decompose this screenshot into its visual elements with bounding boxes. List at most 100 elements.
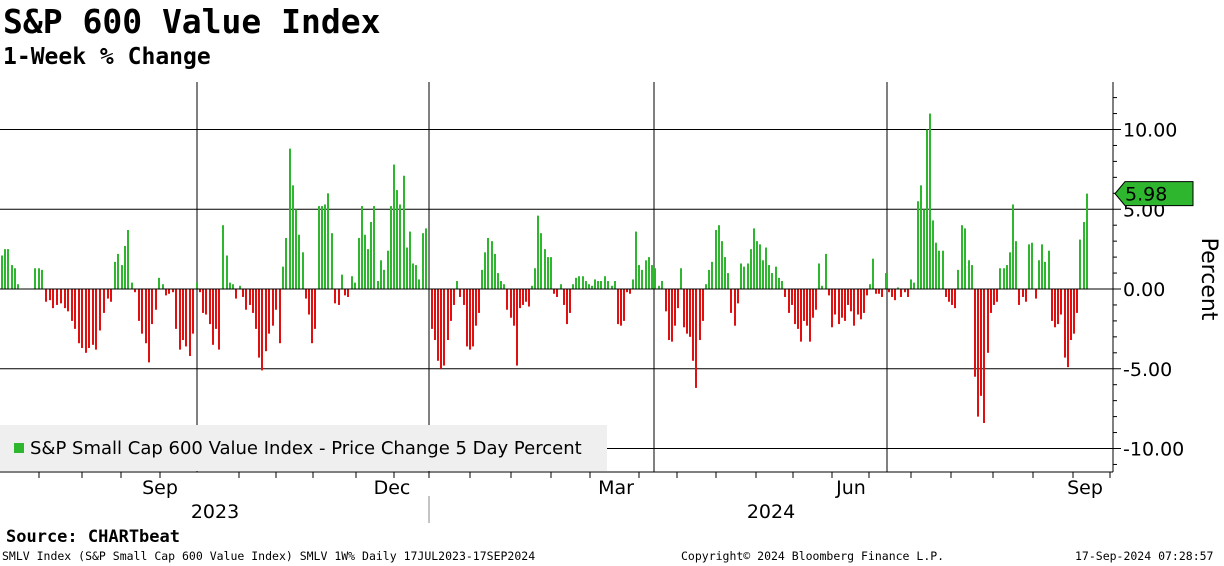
bar-positive [818, 263, 820, 289]
bar-positive [645, 260, 647, 289]
bar-negative [261, 289, 263, 371]
x-tick-label: Mar [598, 477, 634, 499]
bar-positive [1003, 268, 1005, 289]
bar-positive [721, 241, 723, 289]
bar-negative [202, 289, 204, 313]
bar-negative [85, 289, 87, 353]
bar-negative [338, 289, 340, 305]
bar-negative [806, 289, 808, 326]
bar-negative [81, 289, 83, 349]
bar-positive [1031, 242, 1033, 289]
bar-negative [148, 289, 150, 363]
bar-positive [550, 257, 552, 289]
bar-positive [406, 247, 408, 289]
bar-positive [491, 241, 493, 289]
bar-negative [828, 289, 830, 296]
bar-positive [913, 282, 915, 289]
bar-positive [638, 265, 640, 289]
legend-label: S&P Small Cap 600 Value Index - Price Ch… [30, 437, 582, 459]
legend-swatch [14, 443, 24, 453]
bar-negative [987, 289, 989, 353]
bar-positive [968, 260, 970, 289]
bar-negative [569, 289, 571, 313]
bar-positive [971, 265, 973, 289]
bar-negative [730, 289, 732, 313]
bar-negative [344, 289, 346, 296]
bar-negative [215, 289, 217, 329]
bar-positive [117, 253, 119, 289]
bar-negative [695, 289, 697, 388]
bar-negative [1070, 289, 1072, 341]
bar-positive [289, 148, 291, 289]
bar-positive [415, 265, 417, 289]
bar-negative [1073, 289, 1075, 334]
bar-positive [331, 233, 333, 289]
bar-negative [49, 289, 51, 301]
bar-negative [134, 289, 136, 293]
bar-negative [265, 289, 267, 352]
bar-positive [611, 285, 613, 289]
bar-negative [334, 289, 336, 304]
copyright: Copyright© 2024 Bloomberg Finance L.P. [681, 549, 945, 563]
bar-positive [537, 215, 539, 289]
bar-negative [620, 289, 622, 326]
bar-negative [155, 289, 157, 310]
bar-negative [853, 289, 855, 326]
bar-negative [699, 289, 701, 341]
bar-negative [311, 289, 313, 344]
bar-positive [456, 281, 458, 289]
bar-positive [762, 260, 764, 289]
bar-negative [784, 289, 786, 297]
bar-negative [857, 289, 859, 315]
year-label: 2024 [747, 501, 795, 523]
bar-positive [1015, 241, 1017, 289]
bar-negative [563, 289, 565, 305]
bar-positive [747, 263, 749, 289]
bar-positive [578, 276, 580, 289]
bar-positive [351, 276, 353, 289]
y-tick-label: 10.00 [1123, 120, 1177, 142]
bar-negative [275, 289, 277, 310]
bar-negative [242, 289, 244, 297]
bar-positive [318, 206, 320, 289]
bar-negative [1025, 289, 1027, 302]
timestamp: 17-Sep-2024 07:28:57 [1075, 549, 1214, 563]
bar-negative [268, 289, 270, 334]
bar-negative [974, 289, 976, 377]
bar-positive [226, 255, 228, 289]
bar-negative [185, 289, 187, 347]
bar-negative [866, 289, 868, 296]
bar-negative [556, 289, 558, 297]
bar-negative [218, 289, 220, 350]
bar-positive [825, 253, 827, 289]
bar-negative [1022, 289, 1024, 297]
bar-positive [1041, 244, 1043, 289]
bar-positive [422, 233, 424, 289]
x-tick-label: Dec [374, 477, 411, 499]
bar-positive [781, 281, 783, 289]
bar-positive [641, 269, 643, 289]
bar-positive [661, 281, 663, 289]
bar-positive [768, 265, 770, 289]
bar-negative [92, 289, 94, 345]
chart-title: S&P 600 Value Index [3, 2, 381, 41]
bar-positive [591, 285, 593, 289]
bar-positive [364, 234, 366, 289]
bar-negative [56, 289, 58, 305]
bar-negative [878, 289, 880, 294]
bar-negative [510, 289, 512, 318]
bar-positive [765, 247, 767, 289]
bar-negative [686, 289, 688, 334]
bar-positive [547, 257, 549, 289]
bar-negative [844, 289, 846, 321]
bar-negative [665, 289, 667, 312]
bar-positive [759, 244, 761, 289]
bar-positive [222, 225, 224, 289]
bar-negative [800, 289, 802, 342]
bar-negative [110, 289, 112, 302]
bar-negative [175, 289, 177, 329]
bar-positive [425, 228, 427, 289]
bar-positive [497, 273, 499, 289]
bar-positive [403, 175, 405, 289]
bar-negative [1076, 289, 1078, 313]
